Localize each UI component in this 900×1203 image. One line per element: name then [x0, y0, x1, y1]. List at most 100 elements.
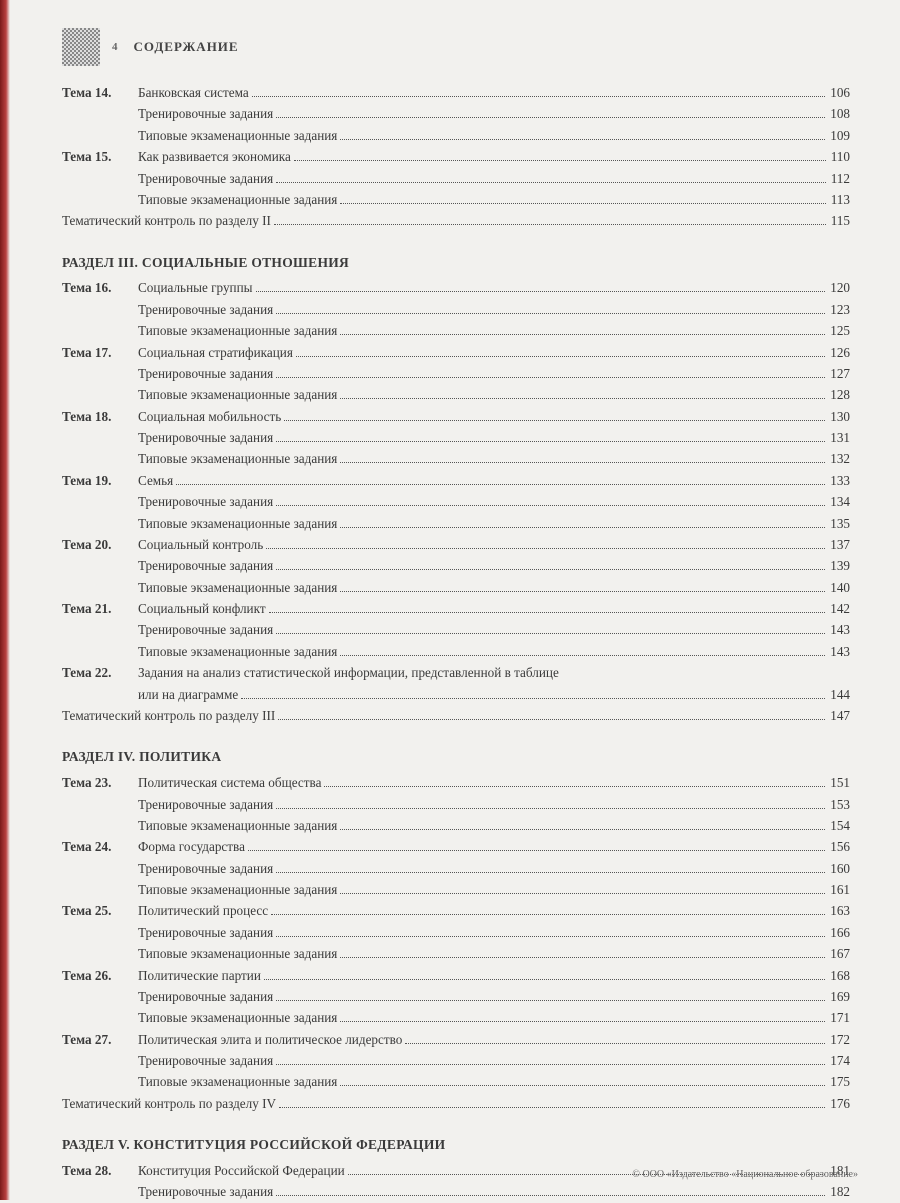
toc-entry-title: Форма государства — [138, 836, 245, 857]
toc-leader — [284, 420, 825, 421]
toc-entry-title: Типовые экзаменационные задания — [138, 320, 337, 341]
page-content: 4 СОДЕРЖАНИЕ Тема 14.Банковская система 1… — [0, 0, 900, 1203]
toc-leader — [248, 850, 825, 851]
toc-row: Типовые экзаменационные задания 125 — [62, 320, 850, 341]
toc-row: Тренировочные задания 127 — [62, 363, 850, 384]
toc-entry-title: Типовые экзаменационные задания — [138, 448, 337, 469]
toc-row: Тема 16.Социальные группы 120 — [62, 277, 850, 298]
toc-row: Типовые экзаменационные задания140 — [62, 577, 850, 598]
toc-entry-title: Типовые экзаменационные задания — [138, 189, 337, 210]
toc-page-number: 120 — [828, 277, 850, 298]
toc-page-number: 127 — [828, 363, 850, 384]
toc-leader — [241, 698, 825, 699]
toc-leader — [324, 786, 825, 787]
toc-entry-title: Социальные группы — [138, 277, 253, 298]
toc-leader — [340, 527, 825, 528]
toc-page-number: 106 — [828, 82, 850, 103]
toc-entry-title: Тренировочные задания — [138, 858, 273, 879]
toc-page-number: 169 — [828, 986, 850, 1007]
toc-entry-title: Социальная стратификация — [138, 342, 293, 363]
toc-page-number: 128 — [828, 384, 850, 405]
toc-row: Тренировочные задания153 — [62, 794, 850, 815]
toc-page-number: 147 — [828, 705, 850, 726]
toc-leader — [276, 1000, 825, 1001]
toc-leader — [276, 441, 825, 442]
toc-page-number: 132 — [828, 448, 850, 469]
toc-page-number: 110 — [829, 146, 850, 167]
page-header: 4 СОДЕРЖАНИЕ — [62, 28, 850, 66]
toc-page-number: 139 — [828, 555, 850, 576]
toc-leader — [340, 398, 825, 399]
toc-row: Тема 23.Политическая система общества151 — [62, 772, 850, 793]
toc-topic-label: Тема 14. — [62, 82, 138, 103]
toc-page-number: 108 — [828, 103, 850, 124]
toc-page-number: 172 — [828, 1029, 850, 1050]
toc-leader — [256, 291, 826, 292]
toc-page-number: 125 — [828, 320, 850, 341]
toc-entry-title: Типовые экзаменационные задания — [138, 815, 337, 836]
toc-page-number: 166 — [828, 922, 850, 943]
toc-entry-title: Типовые экзаменационные задания — [138, 577, 337, 598]
toc-page-number: 113 — [829, 189, 850, 210]
toc-entry-title: Политический процесс — [138, 900, 268, 921]
toc-leader — [266, 548, 825, 549]
toc-page-number: 126 — [828, 342, 850, 363]
toc-topic-label: Тема 21. — [62, 598, 138, 619]
toc-leader — [294, 160, 826, 161]
toc-entry-title: Тренировочные задания — [138, 168, 273, 189]
toc-leader — [276, 808, 825, 809]
toc-leader — [274, 224, 826, 225]
toc-page-number: 171 — [828, 1007, 850, 1028]
toc-row: Тема 21.Социальный конфликт142 — [62, 598, 850, 619]
toc-entry-title: Тренировочные задания — [138, 363, 273, 384]
toc-leader — [340, 462, 825, 463]
toc-page-number: 143 — [828, 619, 850, 640]
toc-leader — [276, 505, 825, 506]
toc-leader — [340, 203, 825, 204]
toc-entry-title: или на диаграмме — [138, 684, 238, 705]
toc-entry-title: Тренировочные задания — [138, 491, 273, 512]
toc-leader — [276, 1064, 825, 1065]
toc-page-number: 174 — [828, 1050, 850, 1071]
toc-row: Тема 15.Как развивается экономика110 — [62, 146, 850, 167]
toc-topic-label: Тема 16. — [62, 277, 138, 298]
toc-row: Тренировочные задания160 — [62, 858, 850, 879]
copyright-footer: © ООО «Издательство «Национальное образо… — [632, 1169, 858, 1180]
toc-topic-label: Тема 15. — [62, 146, 138, 167]
toc-row: Типовые экзаменационные задания161 — [62, 879, 850, 900]
toc-row: Тренировочные задания123 — [62, 299, 850, 320]
toc-page-number: 161 — [828, 879, 850, 900]
toc-row: Тренировочные задания169 — [62, 986, 850, 1007]
toc-entry-title: Банковская система — [138, 82, 249, 103]
toc-row: Тренировочные задания108 — [62, 103, 850, 124]
toc-page-number: 135 — [828, 513, 850, 534]
toc-entry-title: Типовые экзаменационные задания — [138, 125, 337, 146]
toc-entry-title: Тематический контроль по разделу II — [62, 210, 271, 231]
toc-leader — [264, 979, 825, 980]
toc-leader — [276, 182, 826, 183]
toc-page-number: 133 — [828, 470, 850, 491]
toc-row: Типовые экзаменационные задания143 — [62, 641, 850, 662]
toc-leader — [276, 569, 825, 570]
toc-leader — [340, 591, 825, 592]
toc-row: Тематический контроль по разделу III147 — [62, 705, 850, 726]
toc-page-number: 144 — [828, 684, 850, 705]
toc-page-number: 112 — [829, 168, 850, 189]
toc-topic-label: Тема 22. — [62, 662, 138, 683]
toc-entry-title: Тематический контроль по разделу IV — [62, 1093, 276, 1114]
toc-page-number: 109 — [828, 125, 850, 146]
toc-page-number: 153 — [828, 794, 850, 815]
toc-leader — [276, 1195, 825, 1196]
toc-page-number: 134 — [828, 491, 850, 512]
toc-topic-label: Тема 27. — [62, 1029, 138, 1050]
toc-entry-title: Тренировочные задания — [138, 619, 273, 640]
toc-page-number: 163 — [828, 900, 850, 921]
table-of-contents: Тема 14.Банковская система106Тренировочн… — [62, 82, 850, 1203]
toc-entry-title: Типовые экзаменационные задания — [138, 384, 337, 405]
toc-leader — [340, 1021, 825, 1022]
toc-row: Тема 22.Задания на анализ статистической… — [62, 662, 850, 683]
toc-row: Тема 27.Политическая элита и политическо… — [62, 1029, 850, 1050]
toc-page-number: 151 — [828, 772, 850, 793]
toc-row: Тренировочные задания131 — [62, 427, 850, 448]
toc-topic-label: Тема 26. — [62, 965, 138, 986]
